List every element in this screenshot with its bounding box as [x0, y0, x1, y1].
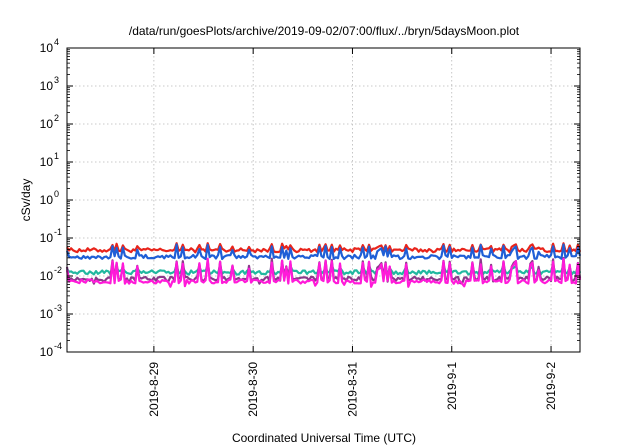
x-tick-label: 2019-9-2: [544, 362, 558, 410]
y-tick-label: 10: [40, 79, 54, 93]
y-tick-label: 10: [40, 155, 54, 169]
y-tick-label: 10: [40, 345, 54, 359]
y-tick-label: 10: [40, 41, 54, 55]
x-tick-label: 2019-8-31: [345, 362, 359, 417]
series-line: [65, 257, 582, 288]
y-axis-label: cSv/day: [19, 179, 33, 222]
y-tick-exponent: 0: [54, 189, 59, 199]
series-line: [65, 243, 582, 261]
y-tick-exponent: -4: [54, 341, 62, 351]
y-tick-label: 10: [40, 231, 54, 245]
y-tick-exponent: 4: [54, 37, 59, 47]
y-tick-exponent: 2: [54, 113, 59, 123]
x-tick-label: 2019-9-1: [445, 362, 459, 410]
grid-lines: [67, 48, 580, 352]
data-series: [65, 242, 582, 288]
y-tick-exponent: -2: [54, 265, 62, 275]
y-tick-exponent: 1: [54, 151, 59, 161]
y-tick-exponent: -3: [54, 303, 62, 313]
x-axis-label: Coordinated Universal Time (UTC): [232, 431, 416, 445]
y-tick-label: 10: [40, 117, 54, 131]
y-tick-exponent: -1: [54, 227, 62, 237]
y-tick-label: 10: [40, 269, 54, 283]
series-line: [66, 242, 582, 254]
y-tick-exponent: 3: [54, 75, 59, 85]
x-tick-label: 2019-8-30: [246, 362, 260, 417]
y-tick-label: 10: [40, 307, 54, 321]
y-tick-label: 10: [40, 193, 54, 207]
x-tick-label: 2019-8-29: [147, 362, 161, 417]
chart-title: /data/run/goesPlots/archive/2019-09-02/0…: [129, 24, 520, 38]
